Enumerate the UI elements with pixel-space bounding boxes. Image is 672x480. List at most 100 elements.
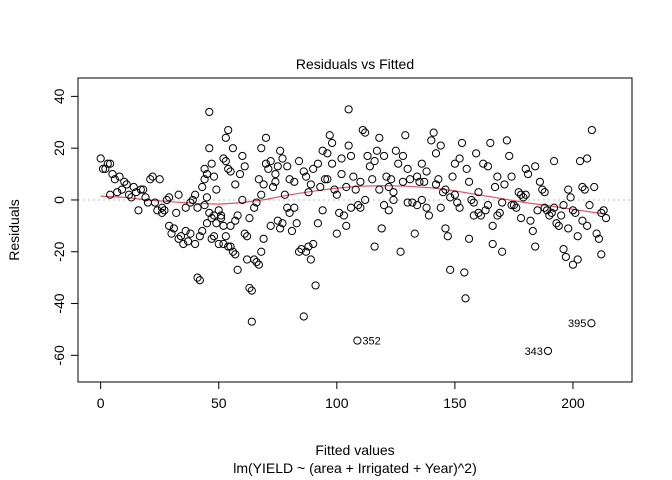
residual-point: [200, 164, 209, 173]
residual-point: [549, 203, 559, 212]
residual-point: [299, 312, 308, 321]
residual-point: [488, 221, 497, 230]
chart-title: Residuals vs Fitted: [296, 56, 414, 72]
residual-point: [264, 164, 273, 173]
x-tick-label: 0: [97, 395, 105, 411]
residual-point: [129, 182, 138, 192]
residual-point: [271, 177, 280, 186]
outlier-label: 352: [362, 336, 380, 348]
residual-point: [368, 175, 377, 184]
residual-point: [141, 193, 150, 202]
residual-point: [531, 162, 540, 171]
residual-point: [179, 239, 188, 249]
residual-point: [587, 125, 596, 135]
residual-point: [195, 232, 204, 241]
residual-point: [531, 242, 540, 251]
residual-point: [460, 268, 469, 277]
residual-point: [481, 206, 490, 215]
residual-point: [110, 175, 119, 184]
residual-point: [417, 159, 426, 168]
residual-point: [370, 242, 379, 251]
residual-point: [472, 149, 481, 158]
residual-point: [240, 162, 249, 171]
residual-point: [299, 167, 308, 176]
residual-point: [186, 229, 195, 238]
residual-point: [493, 211, 502, 220]
residual-point: [450, 190, 459, 199]
residual-point: [379, 201, 389, 210]
residual-point: [457, 138, 467, 148]
residual-point: [247, 317, 256, 326]
residual-point: [535, 177, 545, 186]
residual-point: [200, 201, 209, 210]
residual-point: [181, 226, 190, 236]
residual-point: [446, 193, 455, 202]
residual-point: [361, 195, 370, 205]
residual-point: [106, 159, 115, 168]
residual-point: [512, 203, 521, 212]
x-tick-label: 100: [325, 395, 349, 411]
residual-point: [139, 185, 148, 194]
y-tick-label: 40: [51, 88, 67, 104]
residual-point: [377, 224, 386, 233]
residual-point: [259, 234, 268, 243]
residual-point: [431, 149, 441, 158]
residual-point: [165, 193, 174, 202]
residual-point: [280, 190, 289, 199]
residual-point: [422, 203, 431, 212]
residual-point: [302, 247, 311, 256]
residual-point: [597, 250, 606, 259]
residual-point: [242, 255, 252, 264]
residual-point: [250, 203, 259, 212]
residual-point: [526, 216, 535, 225]
residual-point: [122, 180, 131, 189]
residual-point: [250, 255, 259, 264]
residual-point: [283, 162, 292, 171]
residual-point: [389, 195, 398, 205]
residual-point: [313, 159, 323, 168]
residual-point: [219, 154, 228, 163]
residual-point: [335, 208, 344, 218]
residual-point: [330, 185, 339, 194]
x-tick-label: 200: [561, 395, 585, 411]
residual-point: [441, 224, 450, 233]
residual-point: [464, 177, 474, 186]
residual-point: [207, 159, 216, 168]
residual-point: [436, 203, 445, 212]
residual-point: [571, 208, 580, 218]
residual-point: [240, 229, 249, 238]
residual-point: [214, 239, 223, 249]
residual-point: [365, 162, 374, 171]
residual-point: [297, 245, 306, 254]
residual-point: [266, 157, 275, 166]
residual-point: [287, 226, 297, 236]
residual-point: [157, 208, 167, 218]
outlier-label: 395: [568, 318, 586, 330]
residual-point: [554, 221, 563, 230]
residual-point: [124, 190, 134, 199]
residual-point: [344, 105, 353, 114]
residual-point: [502, 136, 511, 145]
residual-point: [337, 154, 346, 163]
residual-point: [568, 206, 578, 215]
residual-point: [205, 208, 214, 218]
residual-point: [564, 185, 573, 194]
residual-point: [453, 198, 462, 207]
residual-point: [346, 203, 356, 212]
residual-point: [294, 157, 304, 166]
residual-point: [490, 182, 500, 192]
residual-point: [356, 203, 365, 212]
residual-point: [231, 250, 240, 259]
residual-point: [245, 213, 254, 223]
residual-point: [389, 188, 398, 197]
residual-point: [181, 203, 190, 212]
residual-point: [150, 198, 160, 207]
residual-point: [516, 190, 526, 199]
residual-point: [96, 154, 105, 163]
residual-point: [268, 182, 278, 192]
residual-point: [327, 159, 337, 168]
residual-point: [198, 226, 207, 236]
residual-point: [483, 162, 493, 171]
residual-point: [325, 131, 334, 140]
residual-point: [566, 193, 575, 202]
